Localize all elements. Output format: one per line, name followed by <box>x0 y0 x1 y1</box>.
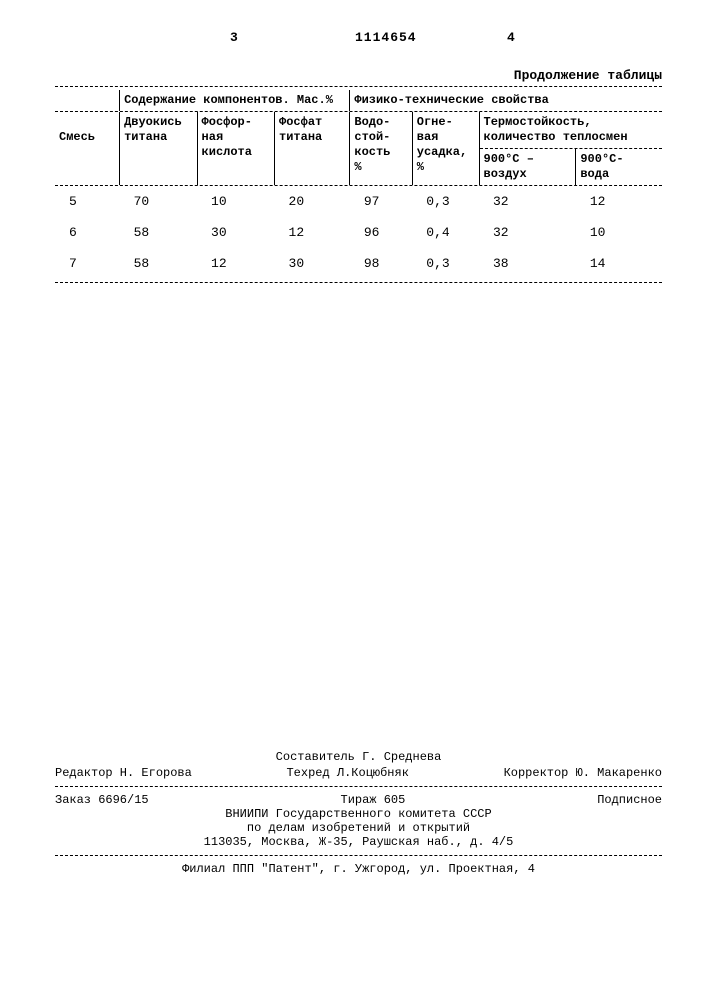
tirazh-label: Тираж 605 <box>341 793 406 807</box>
podpisnoe-label: Подписное <box>597 793 662 807</box>
col-thermo-water: 900°С- вода <box>576 149 662 185</box>
cell-phos-acid: 12 <box>197 248 274 279</box>
cell-shrink: 0,3 <box>412 186 479 217</box>
cell-mix: 7 <box>55 248 120 279</box>
table-row: 6 58 30 12 96 0,4 32 10 <box>55 217 662 248</box>
page-header: 3 1114654 4 <box>55 30 662 68</box>
order-line: Заказ 6696/15 Тираж 605 Подписное <box>55 793 662 807</box>
techred-label: Техред Л.Коцюбняк <box>286 766 408 780</box>
editor-label: Редактор Н. Егорова <box>55 766 192 780</box>
col-thermo-group: Термостойкость, количество теплосмен <box>479 112 662 148</box>
col-mix: Смесь <box>55 112 120 185</box>
corrector-label: Корректор Ю. Макаренко <box>504 766 662 780</box>
col-phos-acid: Фосфор- ная кислота <box>197 112 274 185</box>
data-table: Содержание компонентов. Мас.% Физико-тех… <box>55 90 662 279</box>
cell-wat: 14 <box>576 248 662 279</box>
cell-wat: 12 <box>576 186 662 217</box>
cell-phos-ti: 30 <box>275 248 350 279</box>
divider <box>55 282 662 283</box>
cell-shrink: 0,4 <box>412 217 479 248</box>
col-shrink: Огне- вая усадка, % <box>412 112 479 185</box>
cell-air: 32 <box>479 217 576 248</box>
cell-tio2: 58 <box>120 248 197 279</box>
divider <box>55 86 662 87</box>
table-continuation-label: Продолжение таблицы <box>55 68 662 83</box>
patent-id: 1114654 <box>355 30 417 45</box>
col-group-properties: Физико-технические свойства <box>350 90 662 111</box>
credits-line: Редактор Н. Егорова Техред Л.Коцюбняк Ко… <box>55 766 662 780</box>
cell-tio2: 58 <box>120 217 197 248</box>
cell-phos-ti: 12 <box>275 217 350 248</box>
col-tio2: Двуокись титана <box>120 112 197 185</box>
cell-water: 96 <box>350 217 412 248</box>
address-1: 113035, Москва, Ж-35, Раушская наб., д. … <box>55 835 662 849</box>
table-row: 5 70 10 20 97 0,3 32 12 <box>55 186 662 217</box>
order-number: Заказ 6696/15 <box>55 793 149 807</box>
table-group-header-row: Содержание компонентов. Мас.% Физико-тех… <box>55 90 662 111</box>
document-footer: Составитель Г. Среднева Редактор Н. Егор… <box>55 750 662 876</box>
cell-water: 97 <box>350 186 412 217</box>
org-line-2: по делам изобретений и открытий <box>55 821 662 835</box>
col-thermo-air: 900°С – воздух <box>479 149 576 185</box>
cell-phos-ti: 20 <box>275 186 350 217</box>
col-water: Водо- стой- кость % <box>350 112 412 185</box>
col-phos-ti: Фосфат титана <box>275 112 350 185</box>
cell-tio2: 70 <box>120 186 197 217</box>
cell-shrink: 0,3 <box>412 248 479 279</box>
table-row: 7 58 12 30 98 0,3 38 14 <box>55 248 662 279</box>
cell-wat: 10 <box>576 217 662 248</box>
table-column-header-row: Смесь Двуокись титана Фосфор- ная кислот… <box>55 112 662 148</box>
page-num-right: 4 <box>507 30 515 45</box>
page-num-left: 3 <box>230 30 238 45</box>
cell-water: 98 <box>350 248 412 279</box>
cell-phos-acid: 30 <box>197 217 274 248</box>
cell-air: 38 <box>479 248 576 279</box>
address-2: Филиал ППП "Патент", г. Ужгород, ул. Про… <box>55 862 662 876</box>
divider <box>55 786 662 787</box>
compiler-line: Составитель Г. Среднева <box>55 750 662 764</box>
cell-air: 32 <box>479 186 576 217</box>
cell-phos-acid: 10 <box>197 186 274 217</box>
cell-mix: 6 <box>55 217 120 248</box>
divider <box>55 855 662 856</box>
cell-mix: 5 <box>55 186 120 217</box>
org-line-1: ВНИИПИ Государственного комитета СССР <box>55 807 662 821</box>
col-group-composition: Содержание компонентов. Мас.% <box>120 90 350 111</box>
